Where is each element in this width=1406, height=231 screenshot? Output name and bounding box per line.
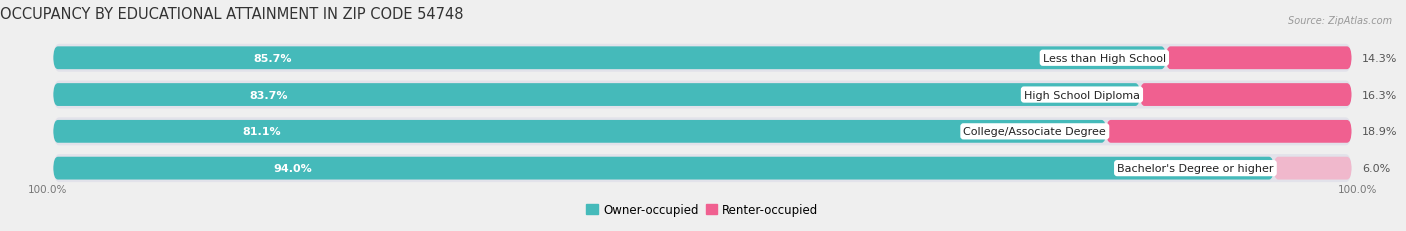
Text: Less than High School: Less than High School xyxy=(1043,54,1166,64)
Text: 18.9%: 18.9% xyxy=(1362,127,1398,137)
FancyBboxPatch shape xyxy=(53,45,1351,73)
Text: 81.1%: 81.1% xyxy=(243,127,281,137)
FancyBboxPatch shape xyxy=(53,155,1351,182)
Text: 14.3%: 14.3% xyxy=(1362,54,1398,64)
Text: OCCUPANCY BY EDUCATIONAL ATTAINMENT IN ZIP CODE 54748: OCCUPANCY BY EDUCATIONAL ATTAINMENT IN Z… xyxy=(0,7,464,22)
FancyBboxPatch shape xyxy=(53,47,1166,70)
Legend: Owner-occupied, Renter-occupied: Owner-occupied, Renter-occupied xyxy=(582,199,823,221)
FancyBboxPatch shape xyxy=(1107,120,1351,143)
Text: 94.0%: 94.0% xyxy=(273,163,312,173)
Text: 85.7%: 85.7% xyxy=(253,54,292,64)
Text: 100.0%: 100.0% xyxy=(1339,185,1378,195)
Text: 6.0%: 6.0% xyxy=(1362,163,1391,173)
Text: High School Diploma: High School Diploma xyxy=(1024,90,1140,100)
FancyBboxPatch shape xyxy=(53,84,1140,106)
FancyBboxPatch shape xyxy=(1140,84,1351,106)
FancyBboxPatch shape xyxy=(1166,47,1351,70)
Text: Bachelor's Degree or higher: Bachelor's Degree or higher xyxy=(1118,163,1274,173)
FancyBboxPatch shape xyxy=(53,81,1351,109)
Text: 83.7%: 83.7% xyxy=(249,90,287,100)
FancyBboxPatch shape xyxy=(53,120,1107,143)
FancyBboxPatch shape xyxy=(53,118,1351,146)
FancyBboxPatch shape xyxy=(1274,157,1351,180)
Text: 16.3%: 16.3% xyxy=(1362,90,1398,100)
Text: Source: ZipAtlas.com: Source: ZipAtlas.com xyxy=(1288,16,1392,26)
FancyBboxPatch shape xyxy=(53,157,1274,180)
Text: 100.0%: 100.0% xyxy=(27,185,66,195)
Text: College/Associate Degree: College/Associate Degree xyxy=(963,127,1107,137)
